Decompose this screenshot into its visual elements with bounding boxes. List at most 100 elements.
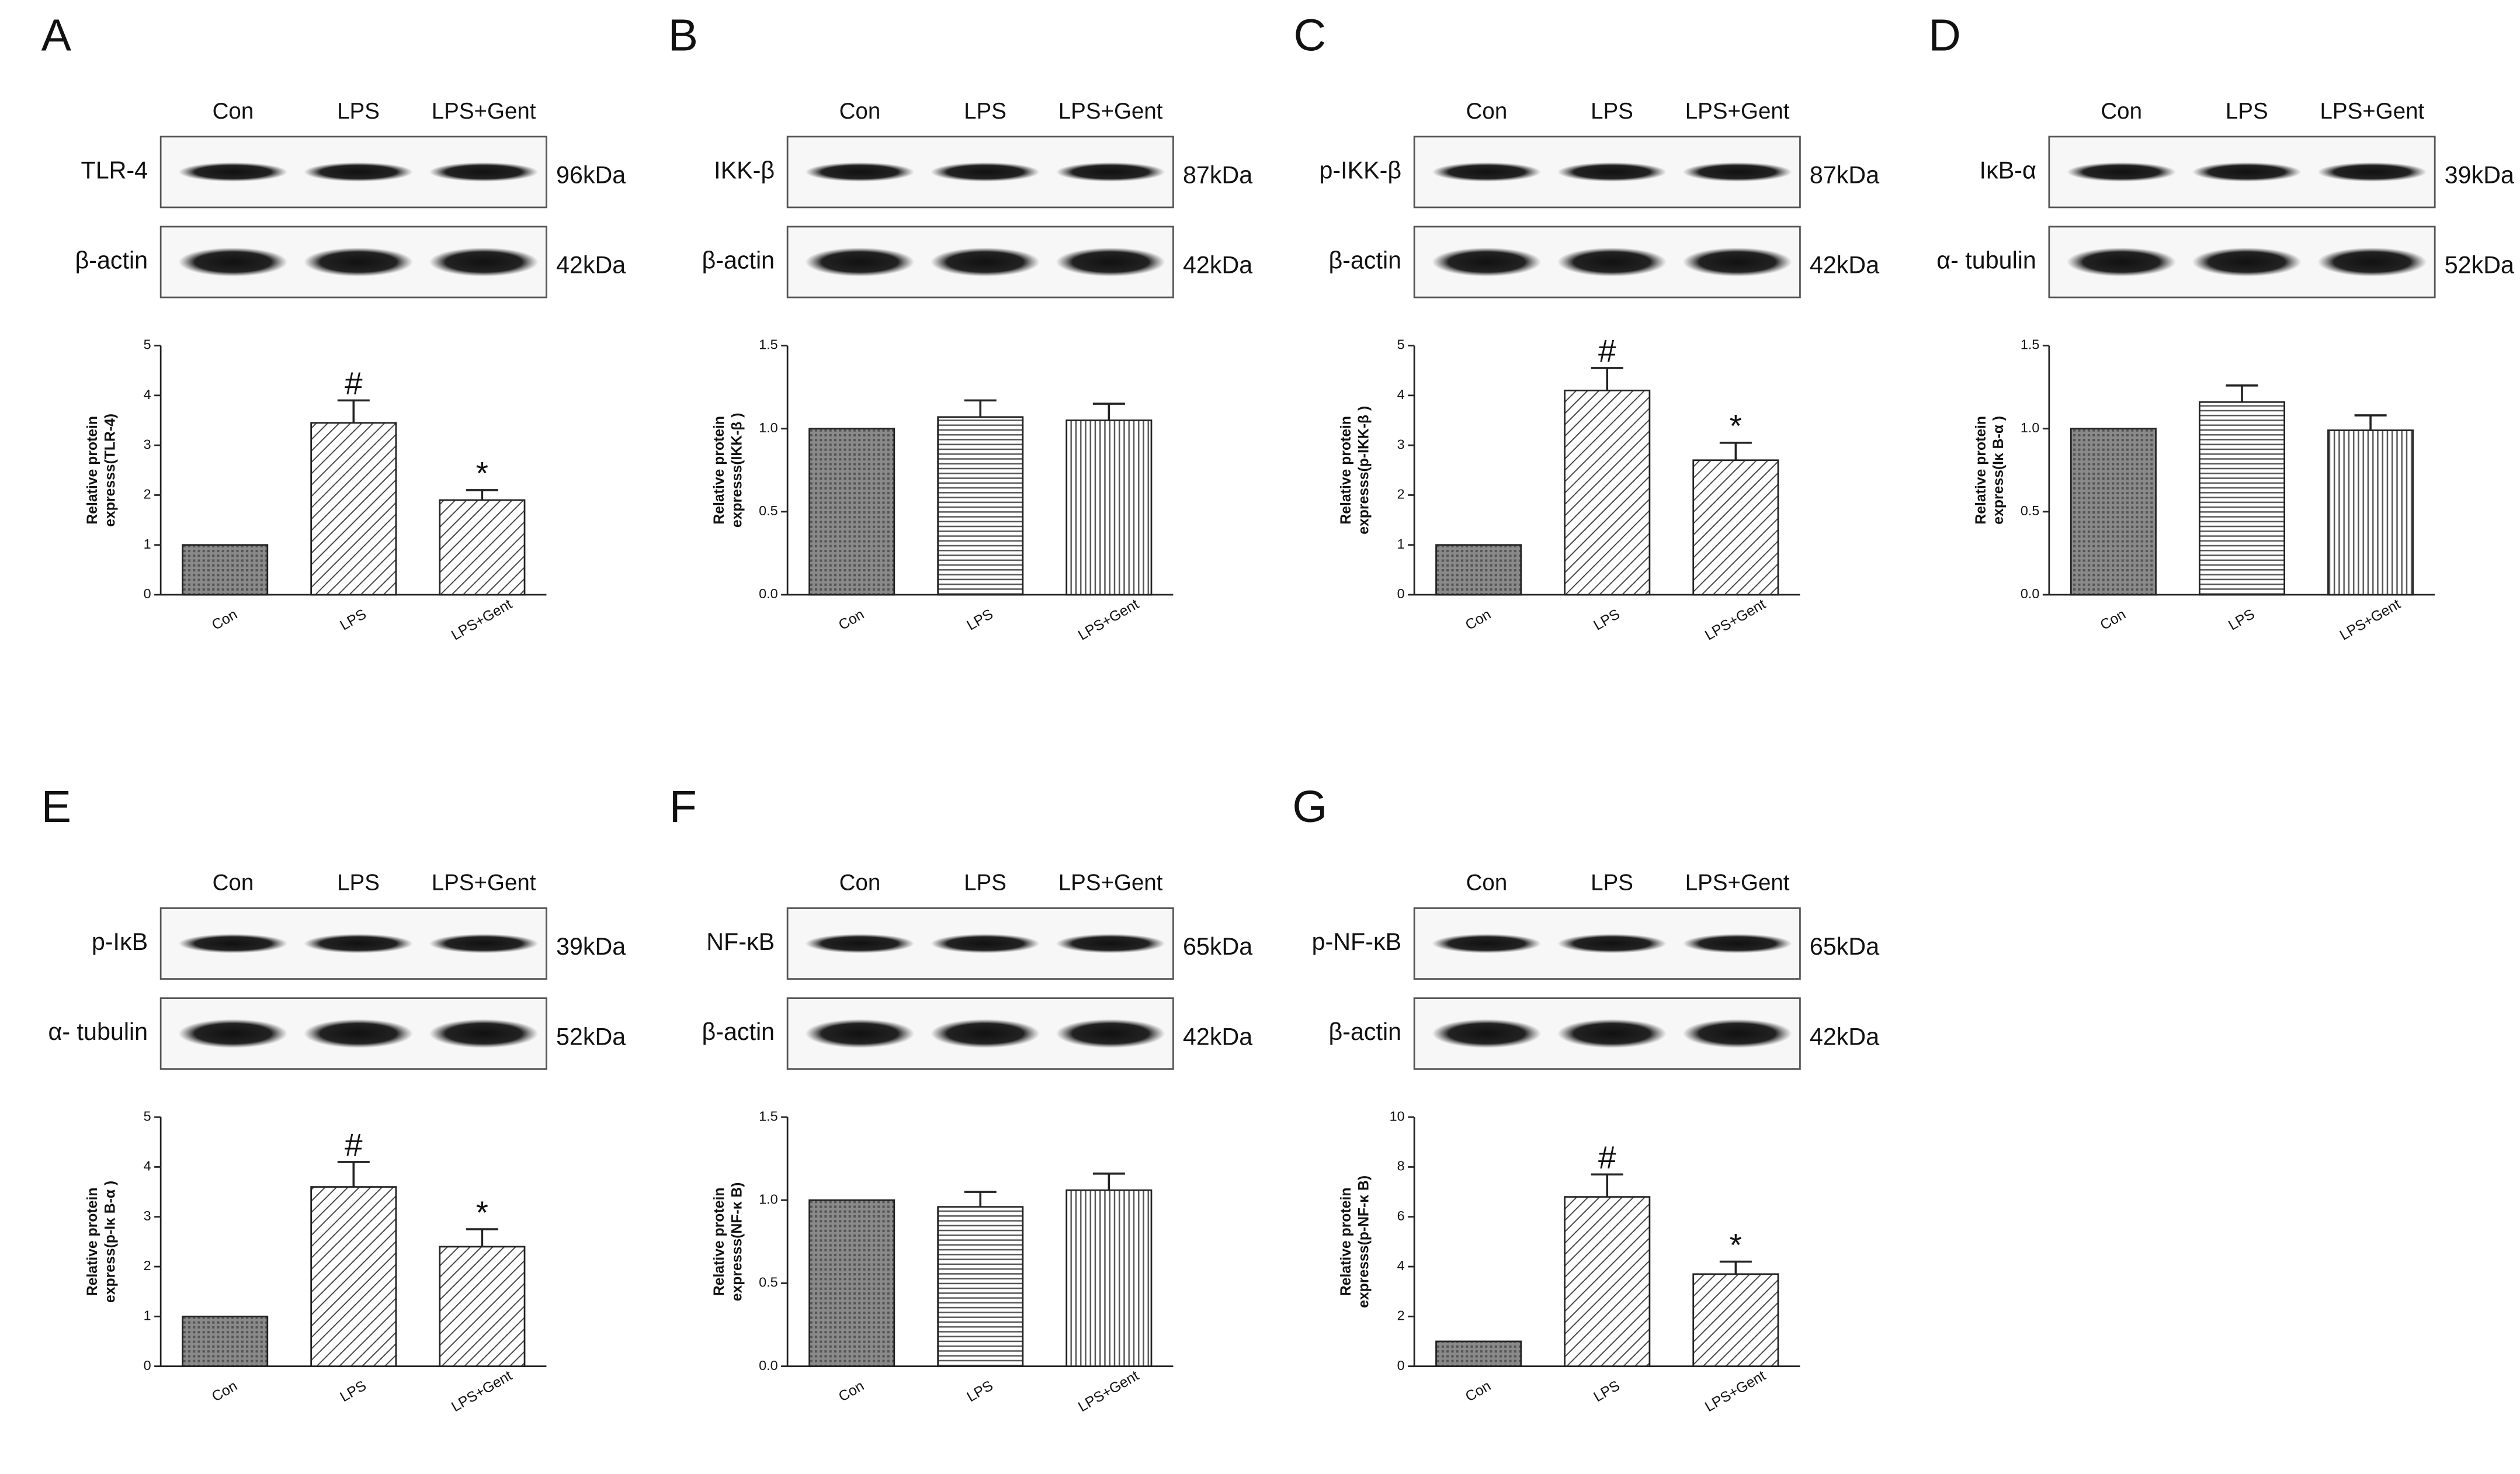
kda-label: 65kDa [1183,933,1252,960]
y-tick-label: 1.5 [759,337,778,352]
y-axis-label: expresss(NF-κ B) [729,1182,745,1302]
blot-band [1682,247,1792,277]
blot-band [1682,934,1792,953]
bar [808,428,895,596]
lane-label: LPS [337,870,380,895]
significance-marker: # [1598,1139,1616,1175]
error-bar [466,1228,498,1247]
x-tick-label: LPS+Gent [1702,1368,1768,1415]
blot-band [429,162,539,182]
x-tick-label: Con [836,606,867,633]
protein-label: p-IKK-β [1319,157,1401,183]
protein-label: p-IκB [92,928,148,955]
y-tick-label: 3 [144,1208,151,1223]
y-tick-label: 0.0 [759,1358,778,1373]
bar [1564,389,1651,596]
bar [2070,428,2157,596]
x-tick-label: Con [1463,606,1494,633]
blot-band [303,934,414,953]
significance-marker: # [1598,333,1616,369]
kda-label: 87kDa [1810,162,1879,189]
blot-band [1682,1019,1792,1048]
y-tick-label: 2 [1397,1308,1405,1323]
kda-label: 96kDa [556,162,626,189]
error-bar [1591,367,1623,391]
x-tick-label: Con [209,606,240,633]
lane-label: Con [213,99,254,124]
lane-label: LPS+Gent [432,870,536,895]
y-tick-label: 2 [1397,487,1405,502]
blot-band [1056,1019,1165,1048]
kda-label: 87kDa [1183,162,1252,189]
y-axis-label: Relative protein [711,416,727,525]
lane-label: LPS+Gent [432,99,536,124]
error-bar [337,1161,370,1187]
y-tick-label: 0.5 [2021,503,2040,518]
error-bar [1719,1260,1752,1274]
panel-label: D [1928,10,1961,60]
y-tick-label: 2 [144,487,151,502]
blot-band [1432,162,1542,182]
significance-marker: * [476,455,488,491]
x-tick-label: LPS [2226,606,2258,634]
lane-label: LPS [964,870,1006,895]
blot-band [2067,247,2177,277]
lane-label: LPS+Gent [1685,99,1790,124]
panel-label: A [41,10,72,60]
protein-label: NF-κB [706,928,775,955]
error-bar [1092,1173,1125,1191]
lane-label: LPS+Gent [1058,99,1163,124]
y-tick-label: 4 [1397,387,1405,402]
blot-band [178,162,288,182]
blot-band [178,1019,288,1048]
bar [310,1186,397,1368]
protein-label: β-actin [75,247,148,273]
blot-band [429,934,539,953]
x-tick-label: LPS+Gent [2337,596,2403,644]
y-tick-label: 5 [144,1108,151,1123]
blot-band [2317,162,2427,182]
y-tick-label: 2 [144,1258,151,1273]
blot-band [303,1019,414,1048]
y-tick-label: 0.5 [759,1275,778,1290]
lane-label: LPS [337,99,380,124]
protein-label: β-actin [1329,247,1402,273]
panel-label: G [1292,782,1327,832]
blot-band [930,247,1040,277]
bar [1692,1273,1779,1368]
y-axis-label: express(p-Iκ B-α ) [102,1181,118,1303]
error-bar [466,489,498,500]
kda-label: 52kDa [556,1023,626,1050]
y-tick-label: 0 [144,586,151,601]
blot-band [2192,162,2302,182]
y-tick-label: 1.5 [2021,337,2040,352]
bar [182,1315,269,1367]
blot-band [178,934,288,953]
y-axis-label: expresss(p-IKK-β ) [1356,406,1372,535]
lane-label: Con [839,870,881,895]
blot-band [1056,247,1165,277]
bar [2327,429,2414,596]
error-bar [2354,414,2387,431]
blot-band [429,1019,539,1048]
lane-label: LPS [1591,99,1633,124]
significance-marker: # [345,1127,363,1163]
y-tick-label: 5 [1397,337,1405,352]
protein-label: α- tubulin [48,1018,148,1045]
blot-band [1432,934,1542,953]
error-bar [1719,442,1752,460]
bar [1065,419,1153,596]
bar [1564,1196,1651,1367]
blot-band [805,162,915,182]
bar [937,1206,1024,1367]
error-bar [964,399,997,417]
blot-band [1432,1019,1542,1048]
x-tick-label: LPS [338,606,369,634]
protein-label: IκB-α [1980,157,2036,183]
y-tick-label: 1.0 [2021,420,2040,435]
lane-label: Con [2101,99,2142,124]
x-tick-label: Con [2098,606,2129,633]
x-tick-label: Con [209,1378,240,1405]
x-tick-label: LPS+Gent [1075,1368,1141,1415]
